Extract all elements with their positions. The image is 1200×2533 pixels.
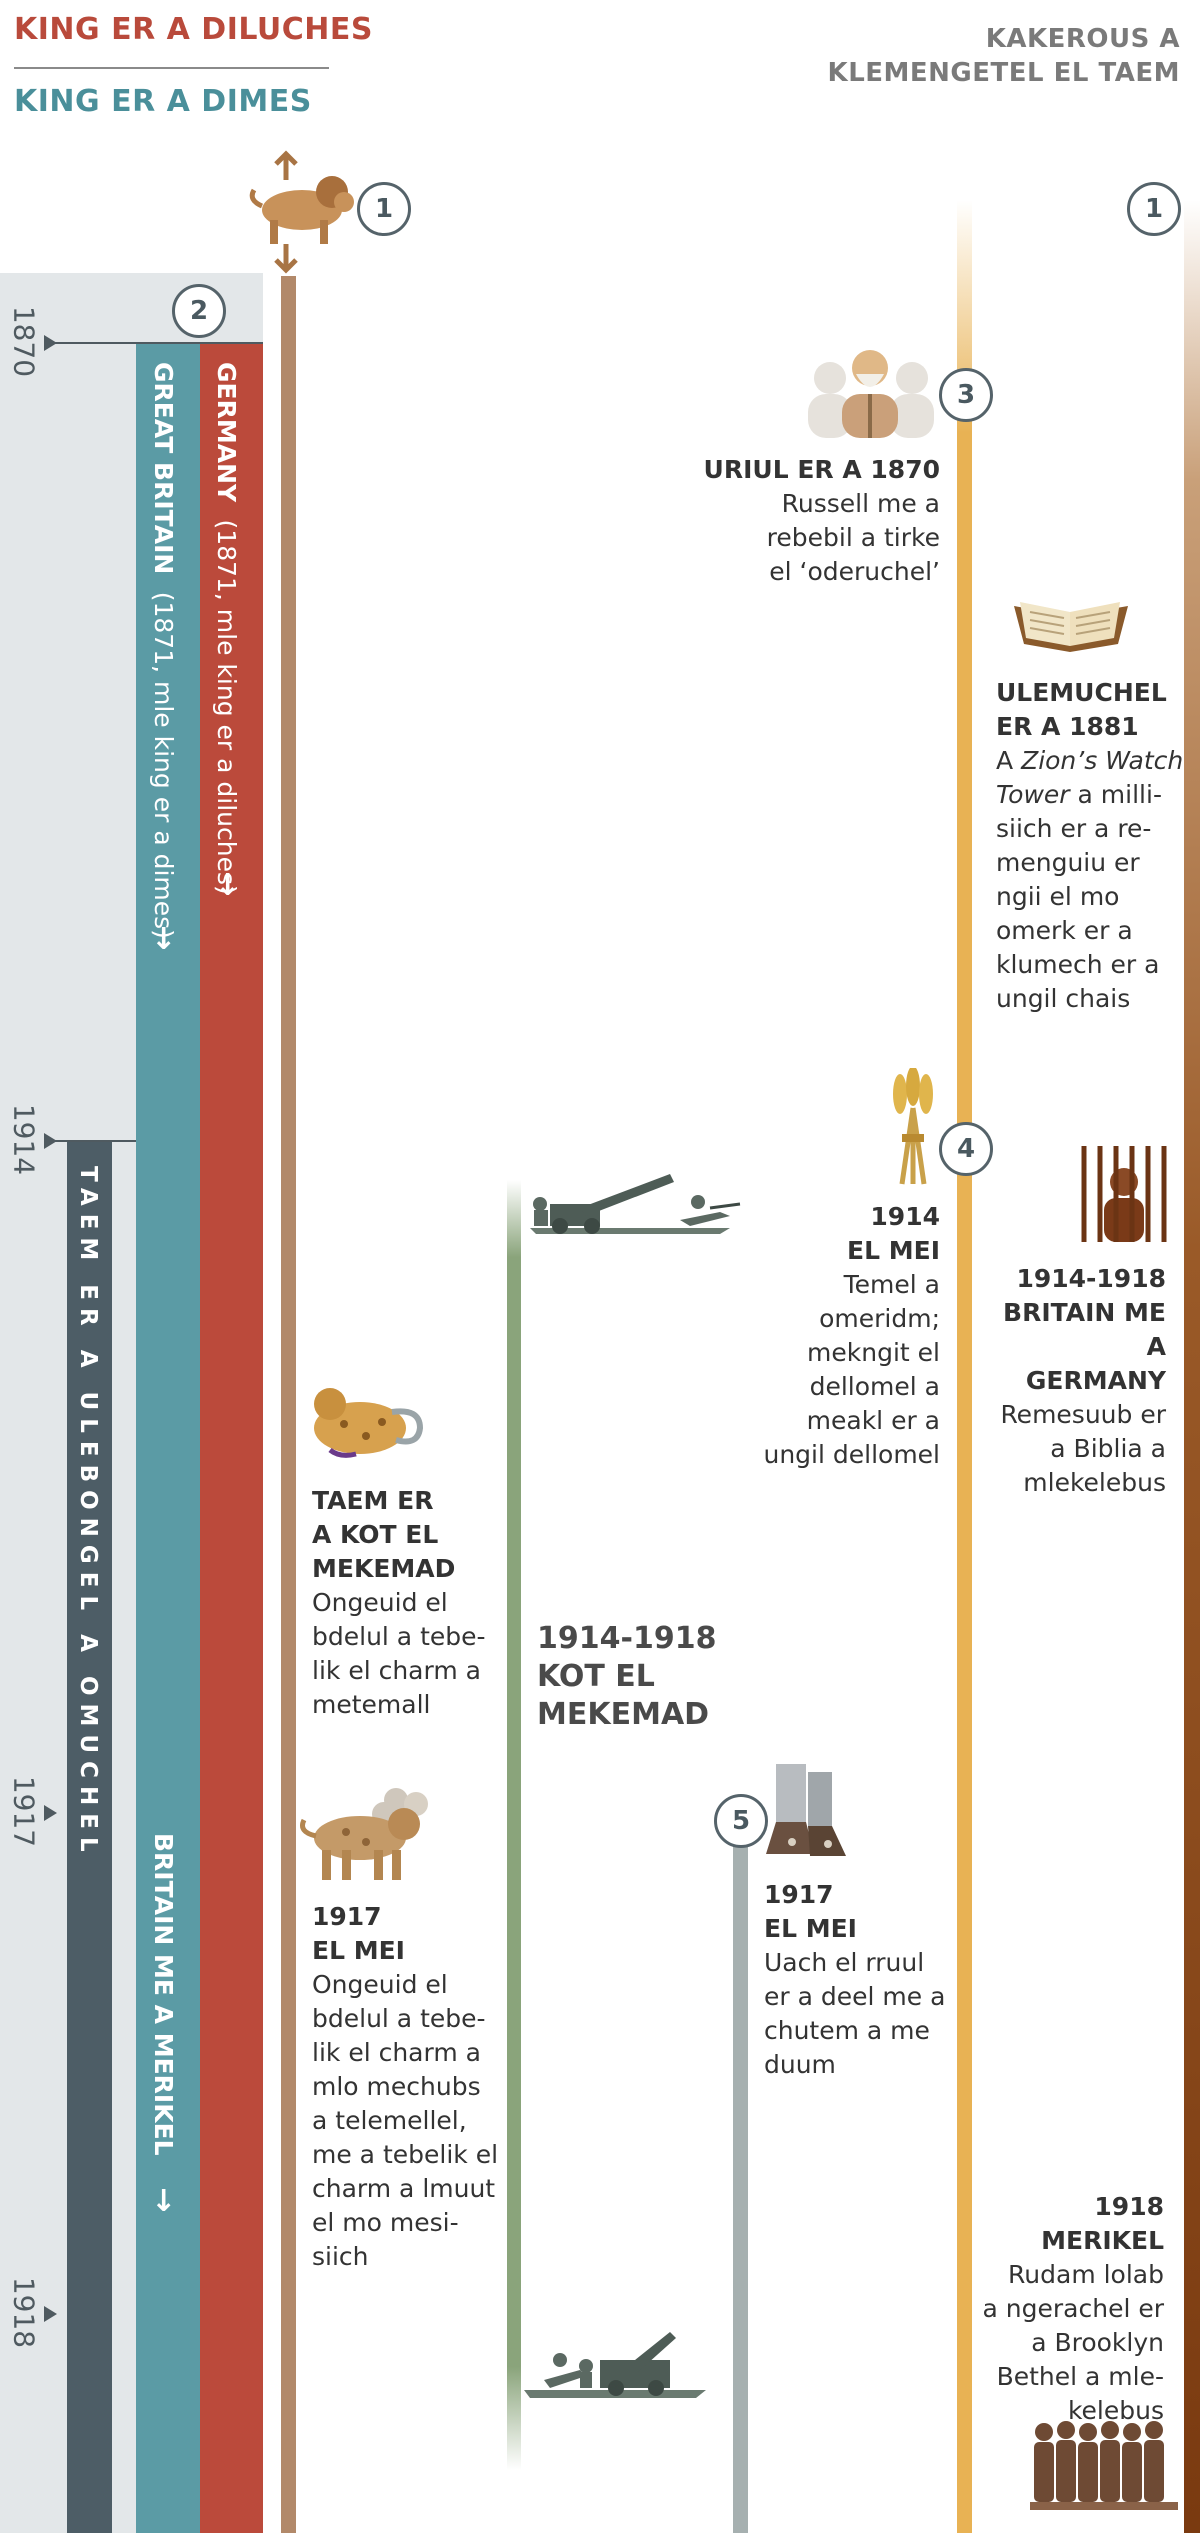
tick-1870-marker [44, 335, 57, 351]
two-horned-beast-icon [300, 1788, 428, 1880]
britain-america-arrow: ↓ [151, 2184, 177, 2219]
event-1918: 1918 MERIKEL Rudam lolab a ngerachel er … [982, 2192, 1164, 2425]
event-1870: URIUL ER A 1870 Russell me a rebebil a t… [703, 455, 940, 586]
artillery-soldiers-icon [530, 1174, 741, 1234]
tick-1918-marker [44, 2306, 57, 2322]
tick-1870-line [55, 342, 263, 344]
marker-4: 4 [939, 1122, 993, 1176]
event-1914: 1914 EL MEI Temel a omeridm; mekngit el … [763, 1202, 940, 1469]
end-time-label: TAEM ER A ULEBONGEL A OMUCHEL [75, 1166, 101, 1860]
germany-label: GERMANY (1871, mle king er a diluches) [212, 362, 241, 895]
britain-label: GREAT BRITAIN (1871, mle king er a dimes… [149, 362, 178, 939]
marker-5: 5 [714, 1794, 768, 1848]
brothers-group-icon [1030, 2421, 1178, 2510]
open-bible-icon [1014, 602, 1128, 652]
year-1917: 1917 [7, 1775, 41, 1848]
britain-america-label: BRITAIN ME A MERIKEL [149, 1833, 178, 2156]
tick-1914-marker [44, 1133, 57, 1149]
year-1870: 1870 [7, 305, 41, 378]
lion-beast-icon [249, 150, 354, 274]
feet-bar [733, 1840, 748, 2533]
event-war-time: TAEM ER A KOT EL MEKEMAD Ongeuid el bdel… [312, 1486, 486, 1719]
prophecy-bar [1184, 200, 1200, 2533]
event-1881: ULEMUCHEL ER A 1881 A Zion’s Watch Tower… [996, 678, 1184, 1013]
event-1917-beast: 1917 EL MEI Ongeuid el bdelul a tebe- li… [312, 1902, 499, 2271]
marker-1-right: 1 [1127, 182, 1181, 236]
marker-2: 2 [172, 284, 226, 338]
legend-king-south: KING ER A DIMES [14, 84, 312, 119]
wwi-label: 1914-1918 KOT EL MEKEMAD [537, 1621, 717, 1732]
legend-divider [14, 67, 329, 69]
year-1914: 1914 [7, 1103, 41, 1176]
marker-1-left: 1 [357, 182, 411, 236]
wheat-sheaf-icon [893, 1068, 933, 1185]
britain-arrow: ↓ [151, 922, 177, 957]
legend-king-north: KING ER A DILUCHES [14, 12, 373, 47]
year-1918: 1918 [7, 2276, 41, 2349]
beast-bar [281, 276, 296, 2533]
event-britain-germany: 1914-1918 BRITAIN ME A GERMANY Remesuub … [1000, 1264, 1166, 1497]
germany-bar [200, 342, 263, 2533]
tick-1914-line [55, 1140, 136, 1142]
germany-arrow: ↓ [215, 868, 241, 903]
artillery-soldiers-icon-2 [524, 2332, 706, 2398]
wounded-beast-icon [314, 1388, 424, 1458]
prisoner-icon [1081, 1146, 1167, 1242]
tick-1917-marker [44, 1805, 57, 1821]
britain-bar [136, 342, 200, 2533]
legend-timeline: KAKEROUS A KLEMENGETEL EL TAEM [827, 24, 1180, 88]
marker-3: 3 [939, 368, 993, 422]
end-time-bar [67, 1140, 112, 2533]
event-1917-feet: 1917 EL MEI Uach el rruul er a deel me a… [764, 1880, 946, 2079]
feet-icon [766, 1764, 846, 1856]
russell-portrait-icon [808, 350, 934, 438]
anointed-bar [957, 200, 972, 2533]
war-bar [507, 1180, 521, 2470]
